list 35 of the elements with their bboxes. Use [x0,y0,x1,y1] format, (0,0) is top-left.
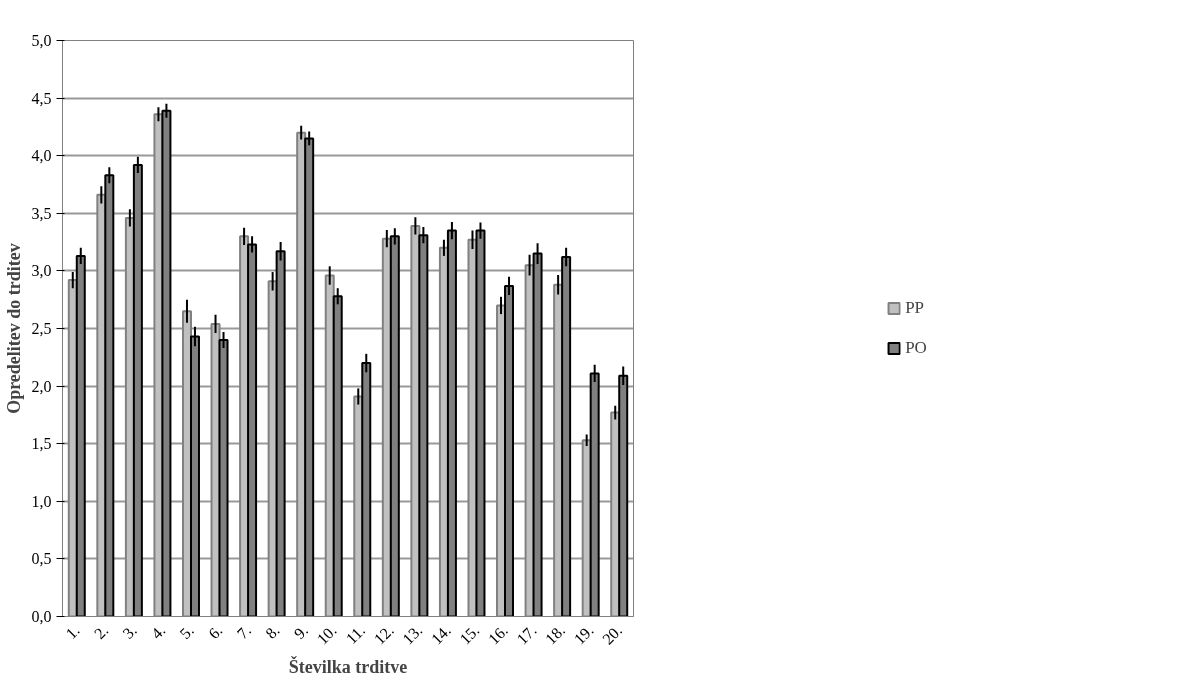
x-tick-label: 6. [205,621,226,642]
x-tick-label: 10. [313,621,340,648]
x-tick-label: 2. [90,621,112,642]
y-tick-label: 3,5 [31,204,52,222]
x-tick-label: 3. [119,621,140,642]
y-tick-label: 1,0 [31,492,52,510]
legend-label: PP [905,298,926,318]
x-tick-label: 17. [513,621,540,648]
x-tick-label: 15. [456,621,483,648]
x-tick-label: 13. [399,621,426,648]
y-tick-label: 2,0 [31,377,52,395]
x-tick-label: 4. [147,621,169,642]
x-tick-label: 18. [541,621,569,648]
y-tick-label: 0,0 [31,608,52,625]
x-tick-label: 1. [62,621,83,642]
x-tick-label: 20. [599,621,626,648]
x-tick-label: 19. [570,621,597,648]
y-tick-label: 5,0 [31,32,52,49]
x-tick-label: 5. [176,621,197,642]
y-tick-label: 4,0 [31,147,52,165]
legend-label: PO [905,338,927,358]
x-tick-label: 9. [290,621,312,642]
x-tick-label: 8. [262,621,283,642]
y-tick-label: 0,5 [31,550,52,568]
y-axis-title: Opredelitev do trditev [3,243,24,414]
y-tick-label: 3,0 [31,262,52,280]
x-tick-label: 12. [370,621,397,648]
x-tick-label: 11. [342,621,369,648]
x-tick-label: 16. [484,621,512,648]
y-tick-label: 1,5 [31,435,52,453]
x-axis-title: Številka trditve [288,656,408,678]
x-tick-label: 7. [233,621,255,642]
x-tick-label: 14. [427,621,454,648]
y-tick-label: 4,5 [31,89,52,107]
y-tick-label: 2,5 [31,320,52,337]
